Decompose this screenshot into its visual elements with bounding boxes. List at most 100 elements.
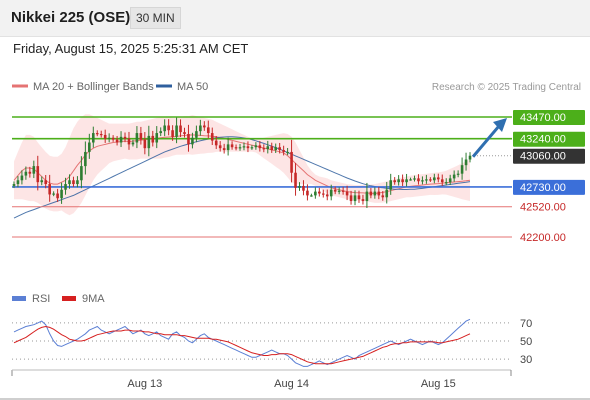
level-box-3 — [513, 179, 585, 195]
ma9-legend-swatch — [62, 296, 76, 301]
candle-body — [429, 179, 432, 181]
candle-body — [246, 146, 250, 149]
timeframe-button[interactable]: 30 MIN — [130, 7, 181, 29]
candle-body — [64, 184, 67, 190]
candle-body — [389, 180, 393, 190]
candle-body — [413, 178, 416, 180]
instrument-title: Nikkei 225 (OSE) — [11, 9, 131, 26]
candle-body — [385, 189, 389, 198]
rsi-tick-0: 70 — [520, 318, 532, 330]
candle-body — [452, 174, 456, 179]
candle-body — [191, 137, 194, 145]
candle-body — [195, 131, 198, 138]
candle-body — [409, 179, 412, 181]
candle-body — [464, 159, 468, 166]
candle-body — [318, 191, 321, 194]
ma9-legend-label: 9MA — [82, 293, 105, 305]
candle-body — [91, 133, 95, 143]
candle-body — [143, 139, 147, 149]
candle-body — [187, 134, 190, 145]
rsi-tick-2: 30 — [520, 354, 532, 366]
candle-body — [139, 133, 143, 140]
candle-body — [298, 185, 301, 188]
candle-body — [218, 145, 222, 149]
forecast-arrow-head — [493, 118, 507, 132]
candle-body — [468, 155, 472, 160]
ma9-line — [13, 325, 471, 365]
candle-body — [60, 189, 63, 199]
x-tick-2: Aug 15 — [421, 378, 456, 390]
legend-label-0: MA 20 + Bollinger Bands — [33, 81, 154, 93]
candle-body — [123, 136, 127, 139]
candle-body — [341, 190, 345, 192]
candle-body — [381, 195, 385, 198]
candle-body — [167, 125, 170, 131]
candle-body — [119, 136, 123, 143]
candle-body — [325, 194, 329, 197]
candle-body — [234, 147, 238, 149]
candle-body — [349, 195, 353, 202]
candle-body — [155, 133, 159, 143]
candle-body — [306, 190, 309, 196]
candle-body — [337, 190, 341, 192]
candle-body — [111, 137, 115, 140]
candle-body — [135, 133, 139, 143]
candle-body — [36, 166, 40, 183]
candle-body — [84, 151, 87, 167]
candle-body — [353, 195, 357, 202]
candle-body — [397, 179, 400, 183]
legend-label-1: MA 50 — [177, 81, 208, 93]
candle-body — [238, 147, 242, 149]
candle-body — [314, 191, 317, 196]
rsi-tick-1: 50 — [520, 336, 532, 348]
candle-body — [107, 137, 111, 139]
candle-body — [417, 178, 420, 182]
candle-body — [357, 195, 361, 200]
candle-body — [127, 138, 131, 145]
x-tick-1: Aug 14 — [274, 378, 309, 390]
forecast-arrow-shaft — [471, 125, 501, 158]
candle-body — [40, 180, 44, 183]
level-label-4: 42520.00 — [520, 202, 566, 214]
candle-body — [425, 179, 428, 181]
candle-body — [433, 177, 436, 181]
candle-body — [444, 182, 448, 184]
candle-body — [183, 132, 186, 134]
candle-body — [99, 134, 103, 136]
candle-body — [436, 177, 440, 180]
candle-body — [460, 165, 464, 174]
chart-header: Nikkei 225 (OSE) 30 MIN — [0, 0, 590, 37]
candle-body — [274, 147, 278, 151]
candle-body — [95, 133, 99, 135]
candle-body — [147, 135, 151, 149]
candle-body — [68, 180, 71, 185]
candle-body — [440, 179, 444, 183]
candle-body — [131, 142, 135, 145]
candle-body — [333, 189, 337, 192]
candle-body — [401, 179, 404, 183]
candle-body — [179, 125, 182, 133]
credit-text: Research © 2025 Trading Central — [432, 82, 581, 93]
rsi-line — [13, 318, 471, 367]
bottom-divider — [0, 398, 590, 400]
candle-body — [421, 180, 424, 182]
candle-body — [214, 140, 218, 146]
level-label-1: 43240.00 — [520, 134, 566, 146]
candle-body — [24, 171, 28, 176]
candle-body — [393, 180, 396, 183]
candle-body — [345, 191, 349, 196]
candle-body — [282, 150, 285, 152]
candle-body — [365, 191, 369, 202]
candle-body — [456, 173, 460, 175]
candle-body — [80, 166, 83, 181]
candle-body — [361, 199, 365, 202]
candle-body — [163, 125, 166, 132]
bollinger-band — [14, 114, 470, 216]
level-label-2: 43060.00 — [520, 151, 566, 163]
candle-body — [206, 127, 210, 134]
candle-body — [329, 189, 333, 197]
candle-body — [76, 180, 79, 185]
candle-body — [310, 195, 313, 197]
candle-body — [290, 151, 293, 173]
candle-body — [321, 193, 325, 195]
